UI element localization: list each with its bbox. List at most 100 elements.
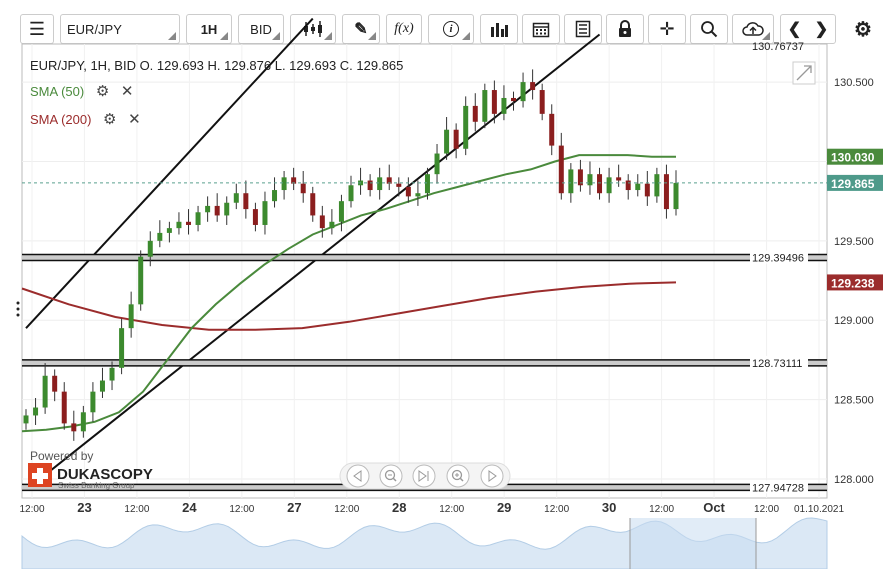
scroll-left-button[interactable] — [346, 464, 370, 488]
candle-body — [186, 221, 191, 225]
draw-tool-button[interactable]: ✎ — [342, 14, 380, 44]
dropdown-corner-icon — [368, 32, 376, 40]
y-tick-label: 128.500 — [834, 395, 874, 407]
sma-50-badge — [827, 148, 883, 165]
expand-icon — [796, 65, 812, 81]
candle-body — [520, 82, 526, 102]
candle-body — [147, 240, 153, 257]
gear-icon[interactable]: ⚙ — [103, 111, 117, 128]
zoom-button[interactable] — [690, 14, 728, 44]
candle-body — [587, 174, 593, 186]
candle-body — [606, 177, 612, 194]
candle-body — [482, 90, 488, 122]
candle-body — [262, 201, 268, 225]
calendar-icon — [532, 22, 550, 38]
y-tick-label: 129.000 — [834, 315, 874, 327]
zoom-out-button[interactable] — [379, 464, 403, 488]
candle-body — [377, 177, 383, 191]
y-tick-label: 129.500 — [834, 236, 874, 248]
indicators-button[interactable]: f(x) — [386, 14, 422, 44]
scroll-controls — [339, 462, 511, 490]
candle-body — [463, 105, 469, 149]
x-tick-label: 12:00 — [334, 504, 359, 515]
toolbar: ☰ EUR/JPY 1H BID ✎ f(x) i ✛ ❮ ❯ — [0, 0, 888, 44]
last-price-badge — [827, 174, 883, 191]
candle-body — [568, 169, 574, 194]
candle-body — [243, 193, 249, 210]
level-label-bg — [750, 250, 808, 264]
level-label: 127.94728 — [752, 482, 804, 494]
gear-icon: ⚙ — [854, 18, 872, 41]
candle-body — [42, 375, 48, 408]
brand-sub-text: Swiss Banking Group — [58, 481, 135, 490]
candle-body — [281, 177, 287, 191]
candle-body — [52, 375, 58, 392]
price-badges: 130.030 129.865 129.238 — [827, 148, 883, 291]
sma-200-legend: SMA (200) ⚙ ✕ — [30, 110, 141, 128]
candlestick-icon — [304, 21, 322, 37]
x-tick-label: 27 — [287, 500, 301, 515]
crosshair-button[interactable]: ✛ — [648, 14, 686, 44]
info-button[interactable]: i — [428, 14, 474, 44]
level-label: 128.73111 — [752, 358, 802, 370]
close-icon[interactable]: ✕ — [120, 83, 134, 100]
level-label-bg — [750, 480, 808, 494]
candle-body — [644, 183, 650, 197]
x-tick-label: 29 — [497, 500, 511, 515]
reset-zoom-button[interactable] — [412, 464, 436, 488]
hamburger-icon: ☰ — [28, 18, 46, 39]
calendar-button[interactable] — [522, 14, 560, 44]
resize-handle[interactable] — [16, 301, 20, 317]
candle-body — [71, 423, 77, 432]
level-band — [22, 254, 827, 261]
candle-body — [291, 177, 297, 184]
x-tick-label: 12:00 — [229, 504, 254, 515]
close-icon[interactable]: ✕ — [128, 111, 141, 128]
candle-body — [597, 174, 603, 194]
powered-by-text: Powered by — [30, 449, 93, 463]
x-tick-label: 24 — [182, 500, 197, 515]
level-band — [22, 359, 827, 366]
candle-body — [128, 304, 134, 329]
candle-body — [405, 186, 411, 197]
candle-body — [491, 90, 497, 114]
chevron-left-icon[interactable]: ❮ — [787, 21, 802, 38]
period-select[interactable]: 1H — [186, 14, 232, 44]
dropdown-corner-icon — [324, 32, 332, 40]
x-tick-label: 12:00 — [439, 504, 464, 515]
candle-body — [577, 169, 583, 186]
navigator-window — [630, 518, 756, 569]
news-button[interactable] — [564, 14, 602, 44]
fx-icon: f(x) — [394, 21, 414, 36]
scroll-right-button[interactable] — [480, 464, 504, 488]
bar-chart-icon — [491, 23, 508, 37]
candle-body — [205, 205, 211, 213]
y-tick-label: 130.500 — [834, 77, 874, 89]
dropdown-corner-icon — [272, 32, 280, 40]
menu-button[interactable]: ☰ — [20, 14, 54, 44]
zoom-in-button[interactable] — [446, 464, 470, 488]
sma-50-path — [21, 154, 676, 433]
candle-body — [329, 221, 335, 229]
candle-body — [663, 174, 669, 210]
candle-body — [616, 177, 622, 181]
chevron-right-icon[interactable]: ❯ — [814, 21, 829, 38]
candle-body — [252, 209, 258, 225]
x-tick-label: 23 — [77, 500, 91, 515]
x-tick-label: 12:00 — [124, 504, 149, 515]
expand-button[interactable] — [792, 61, 816, 85]
sma-50-legend: SMA (50) ⚙ ✕ — [30, 82, 133, 100]
symbol-value: EUR/JPY — [67, 21, 122, 37]
candle-body — [272, 190, 278, 202]
share-button[interactable] — [732, 14, 774, 44]
x-tick-label: 12:00 — [754, 504, 779, 515]
candle-body — [61, 391, 67, 424]
crosshair-icon: ✛ — [659, 18, 675, 39]
plot-area — [21, 43, 828, 499]
navigator[interactable] — [21, 517, 828, 569]
gear-icon[interactable]: ⚙ — [95, 83, 110, 100]
candle-body — [119, 328, 125, 368]
settings-button[interactable]: ⚙ — [846, 14, 880, 44]
candle-body — [530, 82, 536, 91]
